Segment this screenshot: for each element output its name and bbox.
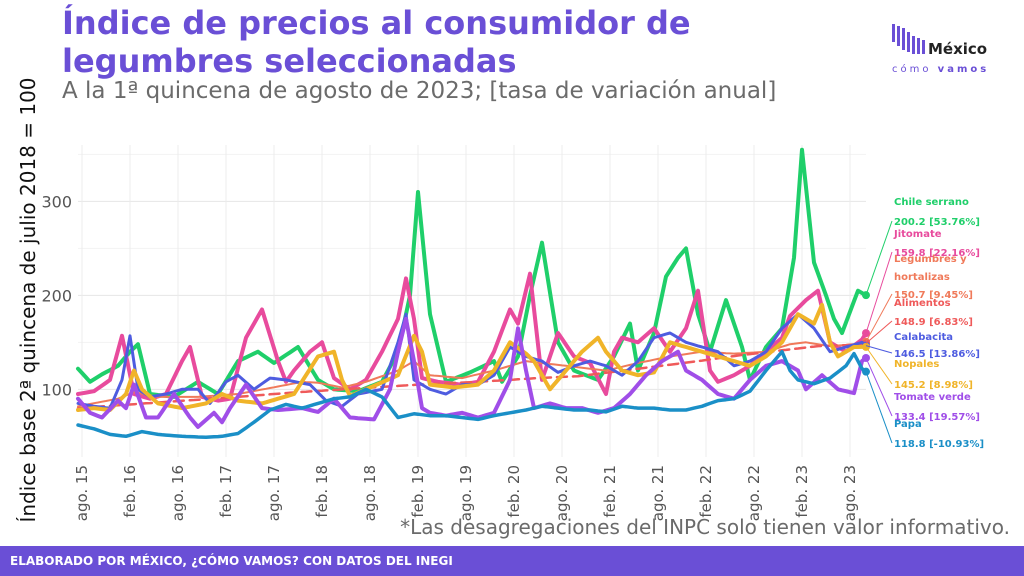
series-value-label: 150.7 [9.45%]	[894, 290, 973, 301]
label-leader-line	[865, 346, 893, 385]
series-name-label: Chile serrano	[894, 197, 969, 208]
series-value-label: 146.5 [13.86%]	[894, 349, 980, 360]
logo-word-como-vamos: cómo vamos	[892, 64, 990, 75]
x-tick-label: feb. 16	[121, 465, 139, 518]
chart-subtitle: A la 1ª quincena de agosto de 2023; [tas…	[62, 78, 777, 104]
x-tick-label: feb. 23	[793, 465, 811, 518]
logo-bars-icon	[892, 24, 925, 54]
series-lines	[76, 147, 870, 440]
x-tick-label: ago. 22	[745, 465, 763, 521]
x-tick-label: ago. 16	[169, 465, 187, 521]
series-line-legumbres-y-hortalizas	[77, 340, 867, 408]
x-tick-label: ago. 15	[73, 465, 91, 521]
grid-lines	[78, 145, 866, 457]
y-tick-label: 100	[41, 380, 72, 399]
x-tick-label: feb. 20	[505, 465, 523, 518]
footer-text: ELABORADO POR MÉXICO, ¿CÓMO VAMOS? CON D…	[10, 554, 453, 568]
x-tick-label: ago. 20	[553, 465, 571, 521]
x-tick-label: feb. 22	[697, 465, 715, 518]
x-tick-label: ago. 19	[457, 465, 475, 521]
chart-title: Índice de precios al consumidor de legum…	[62, 4, 691, 80]
series-value-label: 159.8 [22.16%]	[894, 248, 980, 259]
series-name-label: Calabacita	[894, 332, 953, 343]
series-value-label: 133.4 [19.57%]	[894, 412, 980, 423]
series-line-nopales	[76, 302, 868, 412]
label-leader-line	[865, 251, 893, 334]
label-leader-line	[865, 371, 893, 444]
series-name-label: Alimentos	[894, 298, 951, 309]
series-line-alimentos	[76, 342, 868, 410]
series-line-papa	[76, 349, 868, 440]
y-tick-label: 200	[41, 286, 72, 305]
series-value-label: 145.2 [8.98%]	[894, 380, 973, 391]
label-leader-line	[865, 220, 893, 296]
label-leader-line	[865, 320, 893, 344]
x-tick-label: ago. 18	[361, 465, 379, 521]
x-tick-label: feb. 21	[601, 465, 619, 518]
x-tick-label: ago. 17	[265, 465, 283, 521]
end-labels: Chile serrano 200.2 [53.76%]Jitomate 159.8…	[865, 197, 984, 450]
mexico-como-vamos-logo: México cómo vamos	[890, 20, 1015, 90]
logo-word-mexico: México	[928, 40, 988, 58]
series-name-label: Papa	[894, 419, 922, 430]
label-leader-line	[865, 345, 893, 354]
series-name-label: Tomate verde	[894, 392, 971, 403]
x-tick-label: feb. 18	[313, 465, 331, 518]
series-line-chile-serrano	[76, 147, 868, 399]
x-tick-label: feb. 17	[217, 465, 235, 518]
x-tick-label: ago. 21	[649, 465, 667, 521]
series-value-label: 148.9 [6.83%]	[894, 317, 973, 328]
series-value-label: 118.8 [-10.93%]	[894, 439, 984, 450]
x-tick-label: ago. 23	[841, 465, 859, 521]
series-name-label: Legumbres y hortalizas	[894, 254, 967, 283]
series-name-label: Jitomate	[893, 229, 942, 240]
footer-bar: ELABORADO POR MÉXICO, ¿CÓMO VAMOS? CON D…	[0, 546, 1024, 576]
series-value-label: 200.2 [53.76%]	[894, 217, 980, 228]
x-tick-label: feb. 19	[409, 465, 427, 518]
y-tick-label: 300	[41, 192, 72, 211]
axis-labels: 100 200 300 ago. 15 feb. 16 ago. 16 feb. 17 ago…	[41, 192, 859, 521]
series-name-label: Nopales	[894, 359, 939, 370]
label-leader-line	[865, 293, 893, 342]
footnote: *Las desagregaciones del INPC solo tiene…	[400, 515, 1010, 539]
line-chart: 100 200 300 ago. 15 feb. 16 ago. 16 feb. 17 ago…	[41, 145, 984, 521]
label-leader-line	[865, 357, 893, 417]
